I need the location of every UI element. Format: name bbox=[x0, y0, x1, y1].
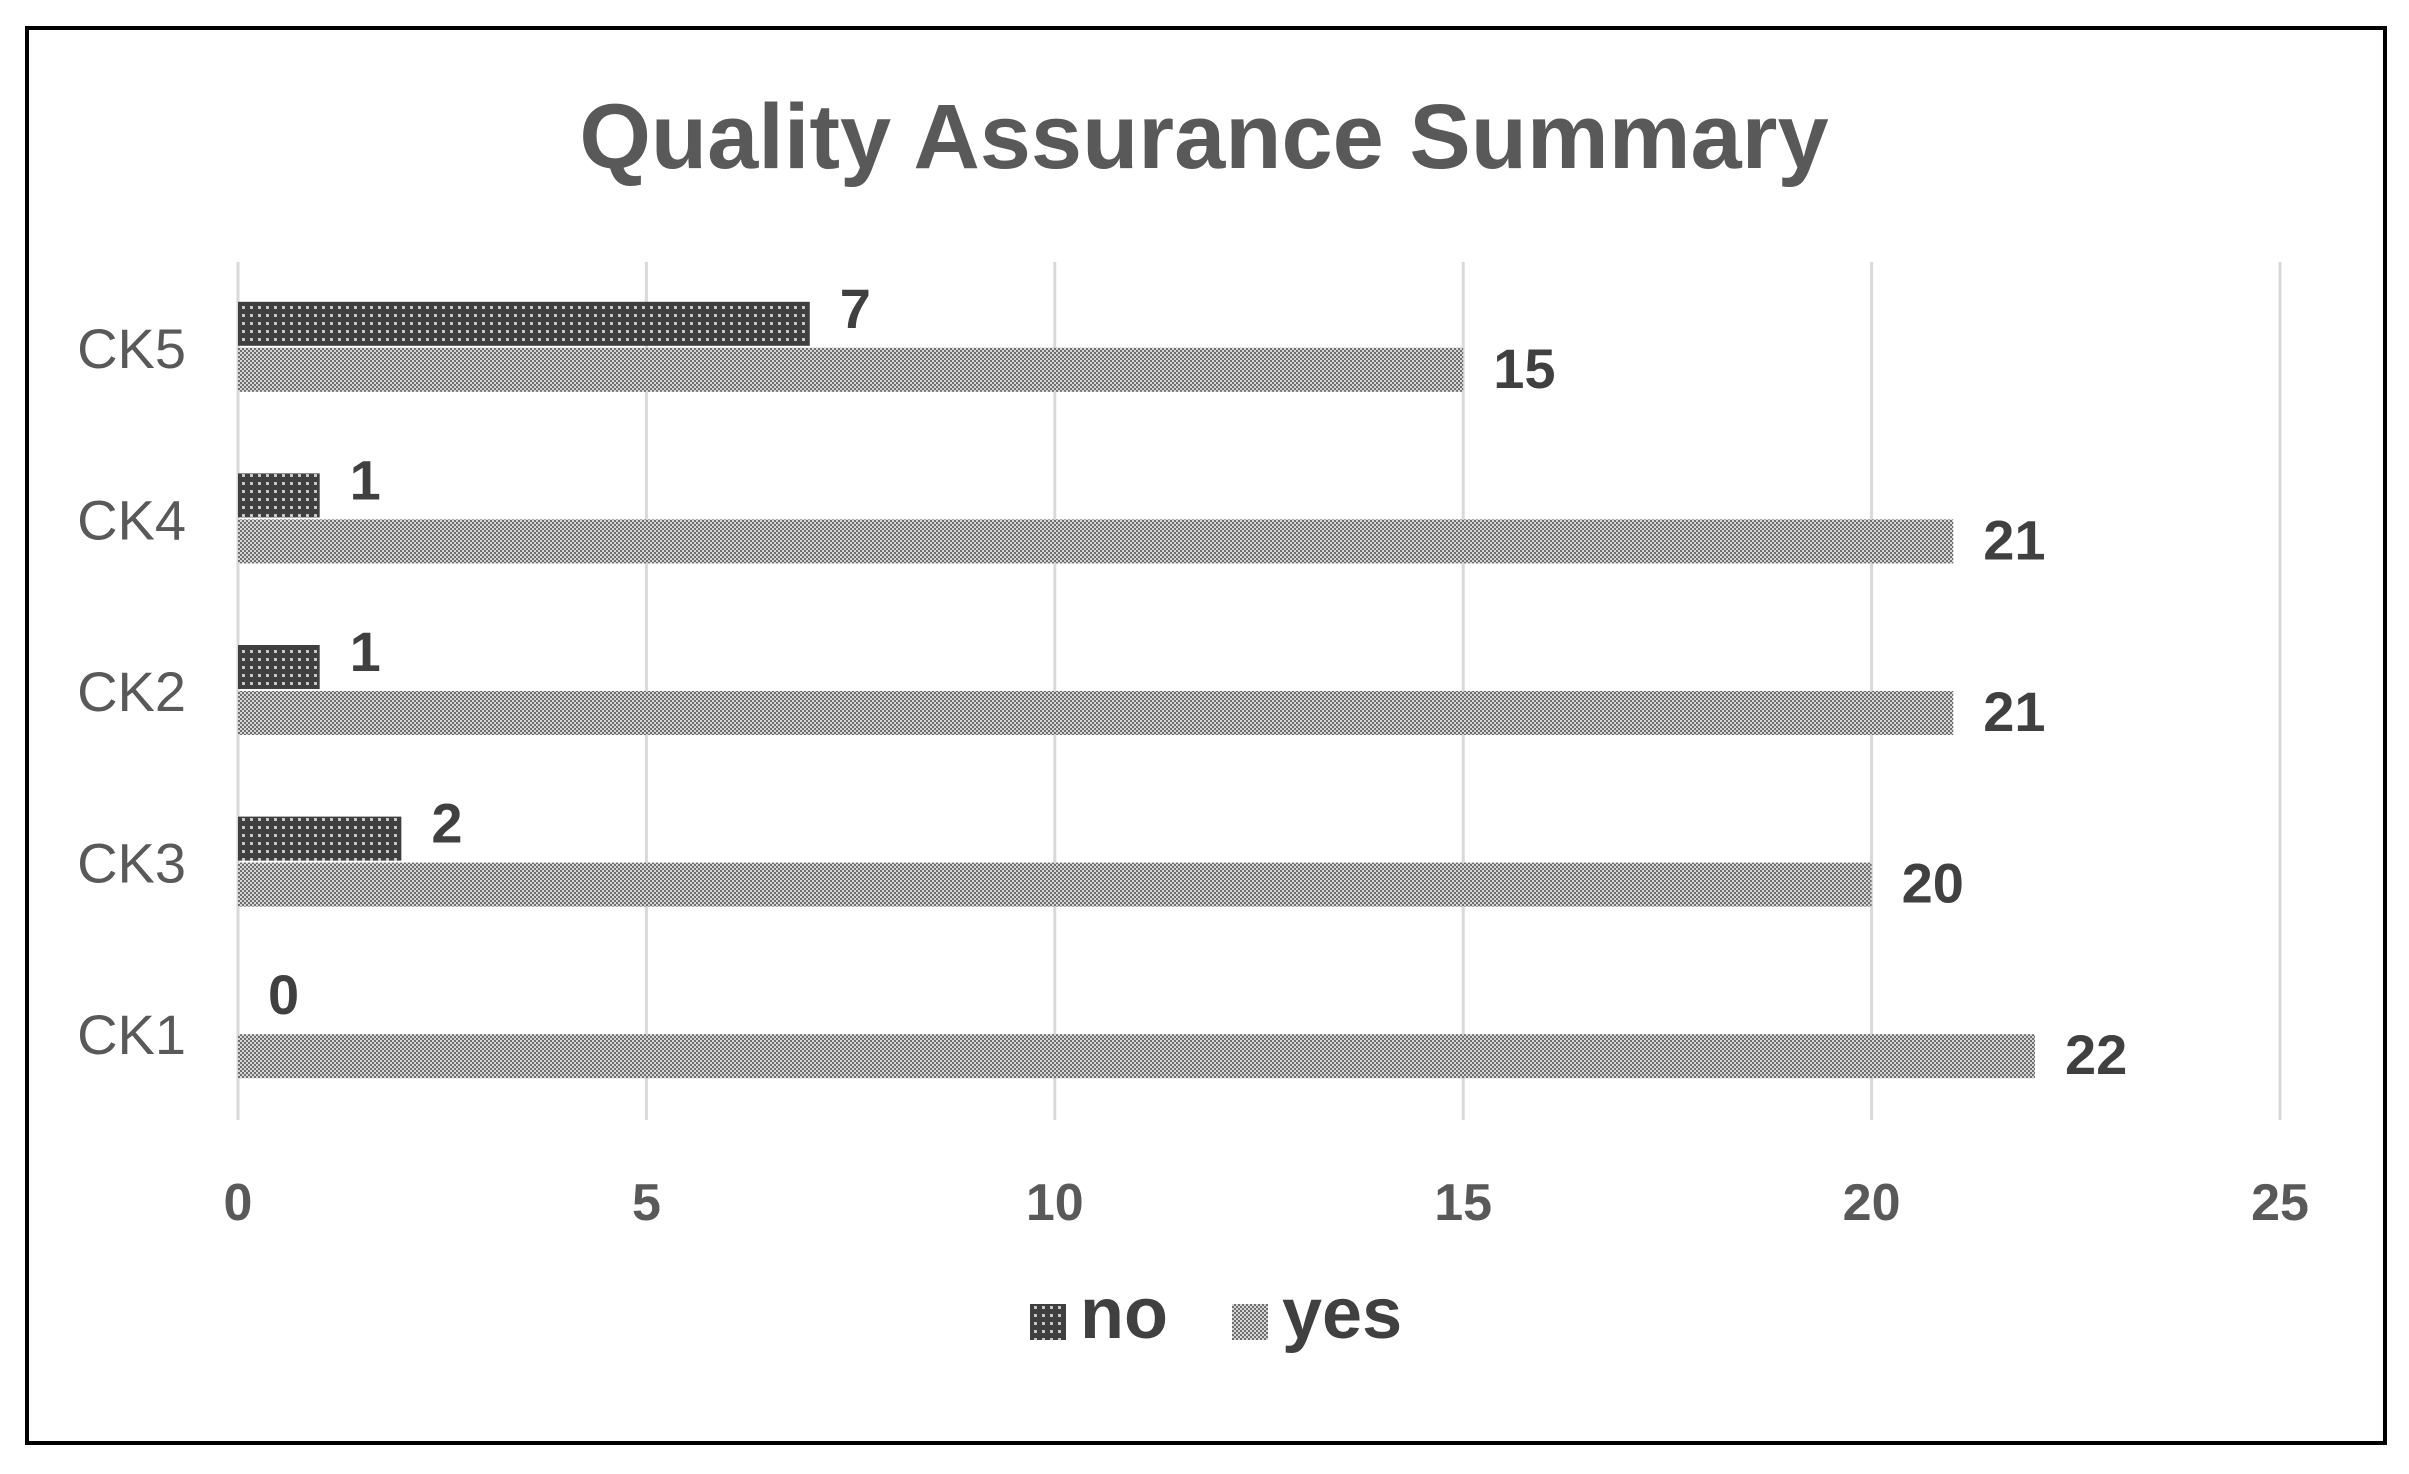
legend-label-yes: yes bbox=[1282, 1274, 1402, 1354]
data-label-no-ck3: 2 bbox=[431, 792, 462, 855]
x-axis-ticks: 0 5 10 15 20 25 bbox=[224, 1174, 2309, 1232]
bar-no-ck3 bbox=[238, 816, 402, 861]
data-label-no-ck1: 0 bbox=[268, 963, 299, 1026]
bar-yes-ck1 bbox=[238, 1034, 2035, 1079]
data-label-yes-ck5: 15 bbox=[1493, 337, 1555, 400]
bar-no-ck5 bbox=[238, 301, 810, 346]
chart-frame bbox=[25, 26, 2387, 1445]
data-label-no-ck5: 7 bbox=[840, 277, 871, 340]
x-tick-label-10: 10 bbox=[1026, 1174, 1084, 1232]
legend-label-no: no bbox=[1080, 1274, 1168, 1354]
category-label-ck5: CK5 bbox=[77, 317, 186, 380]
bar-yes-ck3 bbox=[238, 862, 1872, 907]
x-tick-label-15: 15 bbox=[1434, 1174, 1492, 1232]
x-tick-label-20: 20 bbox=[1843, 1174, 1901, 1232]
bar-yes-ck2 bbox=[238, 691, 1954, 735]
x-tick-label-25: 25 bbox=[2251, 1174, 2309, 1232]
data-labels: 7 15 1 21 1 21 2 20 0 22 bbox=[268, 277, 2127, 1086]
category-label-ck4: CK4 bbox=[77, 488, 186, 551]
legend: no yes bbox=[1030, 1274, 1402, 1354]
data-label-yes-ck3: 20 bbox=[1902, 852, 1964, 915]
bar-yes-ck4 bbox=[238, 519, 1954, 564]
legend-swatch-yes bbox=[1232, 1304, 1268, 1340]
bar-yes-ck5 bbox=[238, 347, 1464, 392]
data-label-yes-ck2: 21 bbox=[1983, 680, 2045, 743]
bar-no-ck4 bbox=[238, 473, 320, 518]
chart-title: Quality Assurance Summary bbox=[579, 86, 1828, 188]
data-label-yes-ck1: 22 bbox=[2065, 1023, 2127, 1086]
legend-swatch-no bbox=[1030, 1304, 1066, 1340]
category-label-ck1: CK1 bbox=[77, 1003, 186, 1066]
x-tick-label-0: 0 bbox=[224, 1174, 253, 1232]
x-tick-label-5: 5 bbox=[632, 1174, 661, 1232]
data-label-yes-ck4: 21 bbox=[1983, 508, 2045, 571]
bars bbox=[238, 301, 2035, 1079]
category-label-ck3: CK3 bbox=[77, 832, 186, 895]
category-labels: CK5 CK4 CK2 CK3 CK1 bbox=[77, 317, 186, 1066]
category-label-ck2: CK2 bbox=[77, 660, 186, 723]
bar-no-ck2 bbox=[238, 645, 320, 689]
data-label-no-ck4: 1 bbox=[350, 448, 381, 511]
data-label-no-ck2: 1 bbox=[350, 620, 381, 683]
